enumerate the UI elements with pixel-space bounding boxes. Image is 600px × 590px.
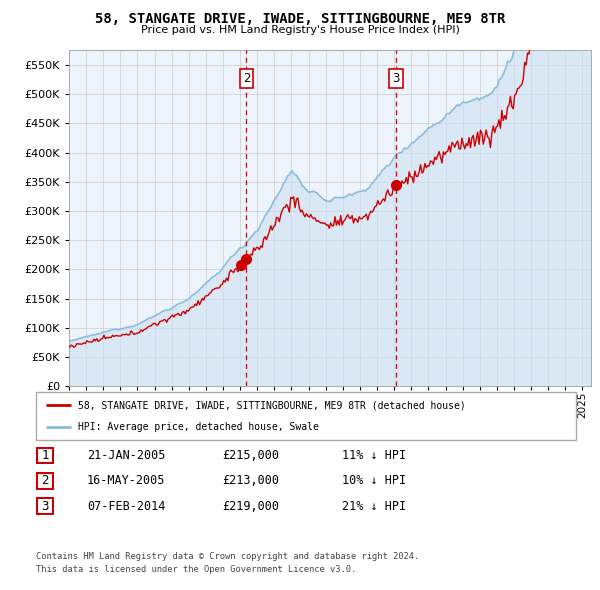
FancyBboxPatch shape — [37, 498, 53, 514]
Text: 1: 1 — [41, 449, 49, 462]
Text: £219,000: £219,000 — [222, 500, 279, 513]
FancyBboxPatch shape — [36, 392, 576, 440]
Text: 2: 2 — [243, 72, 250, 85]
Text: HPI: Average price, detached house, Swale: HPI: Average price, detached house, Swal… — [78, 422, 319, 432]
Text: Contains HM Land Registry data © Crown copyright and database right 2024.: Contains HM Land Registry data © Crown c… — [36, 552, 419, 560]
Text: 10% ↓ HPI: 10% ↓ HPI — [342, 474, 406, 487]
Text: 16-MAY-2005: 16-MAY-2005 — [87, 474, 166, 487]
FancyBboxPatch shape — [37, 447, 53, 464]
Text: 07-FEB-2014: 07-FEB-2014 — [87, 500, 166, 513]
Text: 2: 2 — [41, 474, 49, 487]
FancyBboxPatch shape — [37, 473, 53, 489]
Text: 3: 3 — [41, 500, 49, 513]
Text: 3: 3 — [392, 72, 400, 85]
Text: This data is licensed under the Open Government Licence v3.0.: This data is licensed under the Open Gov… — [36, 565, 356, 573]
Text: £215,000: £215,000 — [222, 449, 279, 462]
Text: Price paid vs. HM Land Registry's House Price Index (HPI): Price paid vs. HM Land Registry's House … — [140, 25, 460, 35]
Text: 11% ↓ HPI: 11% ↓ HPI — [342, 449, 406, 462]
Text: £213,000: £213,000 — [222, 474, 279, 487]
Text: 21-JAN-2005: 21-JAN-2005 — [87, 449, 166, 462]
Text: 21% ↓ HPI: 21% ↓ HPI — [342, 500, 406, 513]
Text: 58, STANGATE DRIVE, IWADE, SITTINGBOURNE, ME9 8TR: 58, STANGATE DRIVE, IWADE, SITTINGBOURNE… — [95, 12, 505, 26]
Text: 58, STANGATE DRIVE, IWADE, SITTINGBOURNE, ME9 8TR (detached house): 58, STANGATE DRIVE, IWADE, SITTINGBOURNE… — [78, 400, 466, 410]
